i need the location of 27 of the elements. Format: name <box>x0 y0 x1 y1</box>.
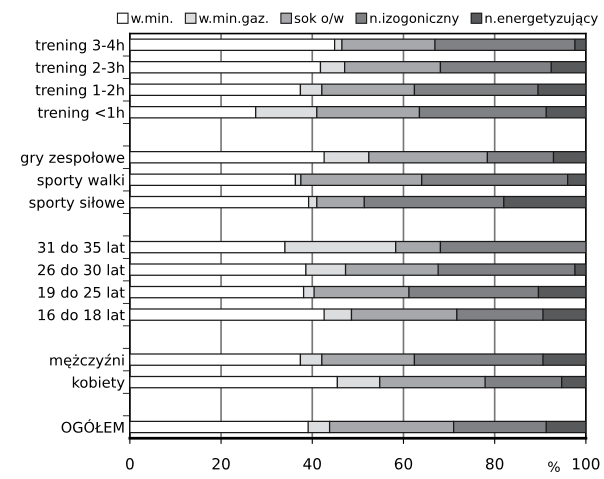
y-tick-label: kobiety <box>72 376 125 391</box>
y-tick-label: trening <1h <box>38 106 124 121</box>
x-tick-label: 100 <box>572 458 600 470</box>
y-tick-label: 26 do 30 lat <box>38 264 125 276</box>
y-tick-label: trening 3-4h <box>36 39 124 54</box>
y-tick-label: OGÓŁEM <box>62 419 124 433</box>
y-tick-label: trening 1-2h <box>36 84 124 98</box>
y-tick-label: sporty siłowe <box>29 196 124 211</box>
legend-label: w.min.gaz. <box>199 12 268 26</box>
y-tick-label: gry zespołowe <box>20 152 124 166</box>
legend-label: w.min. <box>131 12 172 23</box>
y-tick-label: 31 do 35 lat <box>38 242 125 253</box>
x-tick-label: 80 <box>486 458 504 470</box>
legend-label: n.energetyzujący <box>486 12 598 26</box>
y-tick-label: sporty walki <box>38 174 124 188</box>
y-tick-label: trening 2-3h <box>36 62 124 76</box>
legend-label: n.izogoniczny <box>370 12 459 26</box>
bar <box>130 173 296 186</box>
x-axis-title: % <box>548 462 560 472</box>
legend-label: sok o/w <box>294 12 344 24</box>
x-tick-label: 60 <box>394 458 412 470</box>
y-tick-label: 16 do 18 lat <box>38 309 125 320</box>
y-tick-label: 19 do 25 lat <box>38 286 125 298</box>
x-tick-label: 40 <box>303 458 321 470</box>
x-tick-label: 20 <box>212 458 230 470</box>
x-tick-label: 0 <box>126 458 134 470</box>
y-tick-label: mężczyźni <box>50 354 124 368</box>
